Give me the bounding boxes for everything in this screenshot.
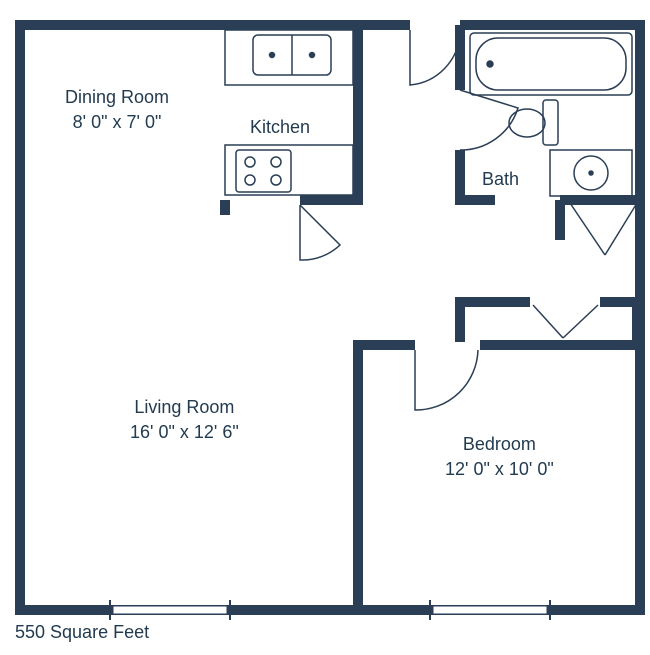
- fixtures: [225, 30, 637, 410]
- bedroom-label: Bedroom 12' 0" x 10' 0": [445, 432, 554, 482]
- dining-label: Dining Room 8' 0" x 7' 0": [65, 85, 169, 135]
- square-footage: 550 Square Feet: [15, 622, 149, 643]
- living-label: Living Room 16' 0" x 12' 6": [130, 395, 239, 445]
- bath-label: Bath: [482, 167, 519, 192]
- kitchen-label: Kitchen: [250, 115, 310, 140]
